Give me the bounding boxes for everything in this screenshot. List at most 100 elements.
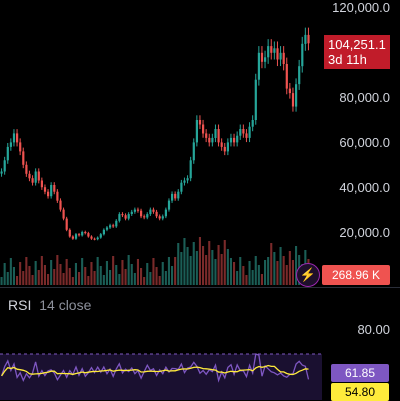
- volume-bar: [124, 269, 127, 285]
- volume-bar: [109, 270, 112, 285]
- volume-bar: [158, 276, 161, 285]
- candle-body: [115, 220, 118, 227]
- candle-body: [233, 137, 236, 143]
- candle-body: [112, 225, 115, 227]
- candle-body: [143, 216, 146, 218]
- candle-body: [158, 216, 161, 219]
- candle-body: [257, 52, 260, 80]
- candle-body: [298, 66, 301, 85]
- candle-body: [195, 120, 198, 143]
- candle-body: [56, 191, 59, 201]
- candle-body: [226, 142, 229, 152]
- rsi-params: 14 close: [39, 297, 92, 313]
- volume-bar: [47, 274, 50, 285]
- rsi-legend[interactable]: RSI 14 close: [8, 297, 91, 313]
- candle-body: [78, 234, 81, 236]
- volume-bar: [208, 241, 211, 285]
- candle-body: [109, 225, 112, 228]
- candle-body: [3, 160, 6, 172]
- volume-bar: [177, 243, 180, 285]
- candle-body: [22, 151, 25, 165]
- volume-bar: [251, 270, 254, 285]
- candle-body: [37, 171, 40, 181]
- candle-body: [127, 214, 130, 219]
- volume-bar: [245, 275, 248, 285]
- volume-bar: [130, 264, 133, 285]
- volume-bar: [28, 266, 31, 285]
- candle-body: [43, 187, 47, 192]
- volume-bar: [282, 256, 285, 285]
- volume-bar: [133, 273, 136, 285]
- candle-body: [124, 215, 127, 219]
- volume-bar: [74, 263, 77, 285]
- volume-bar: [37, 270, 40, 285]
- candle-body: [149, 209, 152, 215]
- candle-body: [90, 236, 93, 239]
- volume-bar: [136, 259, 139, 285]
- candle-body: [84, 232, 87, 234]
- price-tick-40000: 40,000.0: [339, 180, 390, 195]
- volume-bar: [239, 257, 242, 285]
- candle-body: [121, 214, 124, 216]
- lightning-icon[interactable]: ⚡: [296, 263, 320, 287]
- candle-body: [53, 185, 56, 192]
- volume-bar: [50, 260, 53, 285]
- volume-bar: [22, 271, 25, 285]
- candle-body: [130, 211, 133, 214]
- volume-bar: [146, 263, 149, 285]
- candle-body: [180, 182, 183, 192]
- candle-body: [273, 48, 276, 53]
- volume-bar: [195, 251, 198, 285]
- candle-body: [307, 34, 310, 44]
- candle-body: [291, 93, 295, 107]
- volume-bar: [186, 247, 189, 285]
- volume-bar: [43, 265, 46, 285]
- pane-divider[interactable]: [0, 287, 400, 288]
- volume-bar: [6, 272, 9, 285]
- candle-body: [31, 178, 34, 183]
- volume-bar: [9, 258, 12, 285]
- volume-bar: [288, 251, 291, 285]
- volume-bar: [71, 277, 74, 285]
- candle-body: [214, 129, 217, 138]
- volume-bar: [40, 256, 43, 285]
- volume-bar: [96, 257, 99, 285]
- volume-bar: [285, 265, 288, 285]
- candle-body: [19, 142, 22, 152]
- volume-bar: [155, 267, 158, 285]
- candle-body: [248, 126, 251, 138]
- volume-bar: [248, 261, 251, 285]
- volume-bar: [229, 258, 232, 285]
- candle-body: [177, 191, 180, 199]
- volume-bar: [233, 262, 236, 285]
- volume-bar: [174, 257, 177, 285]
- candle-body: [28, 173, 31, 179]
- volume-bar: [102, 275, 105, 285]
- candle-body: [62, 209, 65, 219]
- price-tick-20000: 20,000.0: [339, 225, 390, 240]
- candle-body: [282, 52, 285, 64]
- candle-body: [183, 180, 186, 183]
- candle-body: [16, 133, 19, 143]
- volume-bar: [34, 261, 37, 285]
- volume-bar: [273, 252, 276, 285]
- candle-body: [301, 43, 304, 67]
- volume-bar: [115, 265, 118, 285]
- candle-body: [167, 200, 171, 210]
- candle-body: [96, 237, 99, 240]
- current-price-tag[interactable]: 104,251.1 3d 11h: [324, 35, 390, 69]
- candle-body: [174, 193, 177, 199]
- candle-body: [133, 209, 136, 212]
- candle-body: [202, 124, 205, 134]
- volume-bar: [93, 271, 96, 285]
- volume-bar: [118, 274, 121, 285]
- volume-bar: [90, 262, 93, 285]
- volume-bar: [279, 247, 282, 285]
- candle-body: [276, 48, 279, 60]
- volume-bar: [257, 265, 260, 285]
- candle-body: [71, 236, 74, 239]
- volume-bar: [205, 255, 208, 285]
- volume-bar: [143, 277, 146, 285]
- candle-body: [105, 227, 109, 230]
